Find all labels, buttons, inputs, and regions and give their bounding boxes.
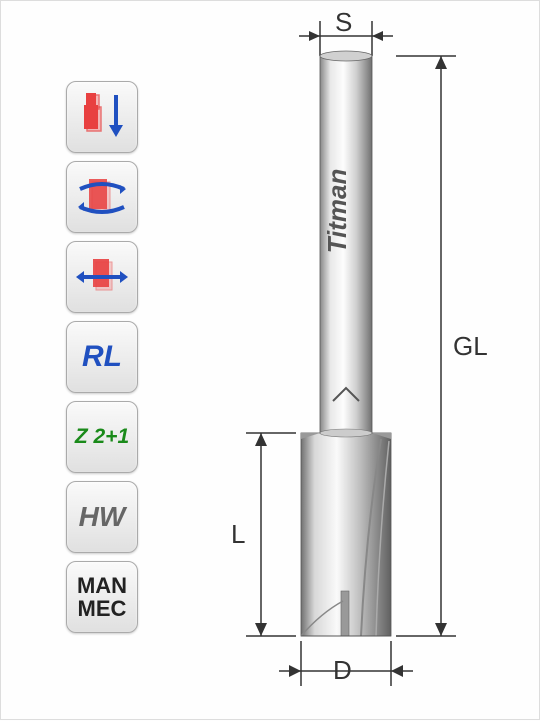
dim-gl [396, 56, 456, 636]
label-d: D [333, 655, 352, 686]
dim-l [246, 433, 296, 636]
cutter [301, 429, 391, 636]
label-gl: GL [453, 331, 488, 362]
label-s: S [335, 7, 352, 38]
brand-text: Titman [322, 169, 352, 254]
label-l: L [231, 519, 245, 550]
